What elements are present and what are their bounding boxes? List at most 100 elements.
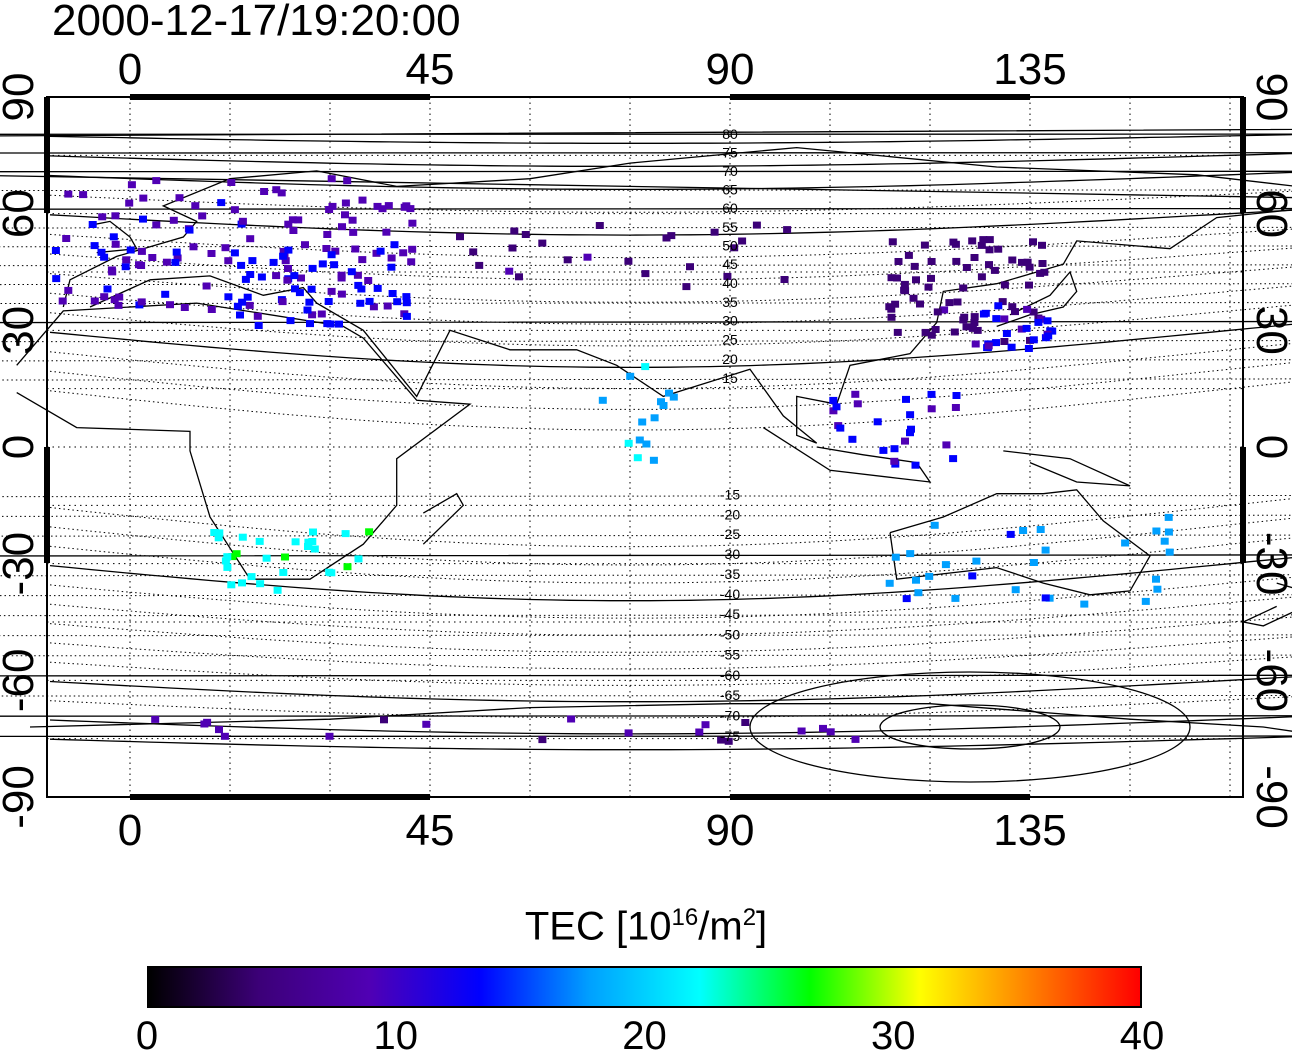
tec-point [228, 553, 237, 561]
mlat-label: -60 [720, 667, 740, 683]
tec-point [912, 276, 920, 284]
tec-point [402, 299, 411, 307]
tec-point [538, 736, 547, 744]
colorbar-title-exponent2: 2 [742, 904, 757, 931]
mlat-label: 60 [722, 200, 738, 216]
tec-point [624, 729, 633, 737]
mlat-label: 55 [722, 219, 738, 235]
south-pole-outer-oval [749, 671, 1191, 783]
tec-point [180, 304, 189, 311]
mlat-label: 30 [722, 313, 738, 329]
magnetic-latitude-labels: 80 75 70 65 60 55 50 45 40 35 30 25 20 15 -15 -20 -25 -30… [720, 126, 740, 744]
tec-point [900, 286, 909, 294]
tec-point [110, 296, 119, 304]
tec-point [1006, 530, 1015, 538]
lon-tick-label-bottom: 45 [406, 806, 455, 855]
tec-point [1080, 600, 1089, 608]
coastline [62, 146, 1292, 444]
tec-point [220, 732, 229, 740]
tec-point [237, 261, 246, 269]
tec-point [365, 528, 374, 536]
frame-bar-bottom [730, 794, 1030, 800]
mlat-label: -25 [720, 526, 740, 542]
mlat-label: -15 [720, 487, 740, 503]
tec-point [633, 454, 642, 462]
mlat-contour [0, 133, 1292, 144]
tec-point [1044, 332, 1053, 340]
lat-tick-label-right: 0 [1247, 435, 1292, 459]
tec-point [349, 228, 358, 236]
tec-point [665, 389, 673, 397]
tec-point [1023, 258, 1032, 266]
tec-point [290, 272, 299, 280]
tec-point [380, 716, 388, 724]
tec-point [927, 258, 936, 265]
tec-point [1002, 330, 1011, 337]
tec-point [121, 263, 130, 271]
tec-point [885, 579, 894, 587]
colorbar-tick-label: 30 [871, 1014, 916, 1058]
tec-point [169, 216, 178, 224]
mlat-label: 20 [722, 351, 738, 367]
lat-tick-label-left: 0 [0, 435, 43, 459]
tec-point [337, 290, 346, 298]
tec-point [387, 254, 396, 262]
tec-point [994, 245, 1003, 253]
tec-point [992, 339, 1000, 347]
mlat-contour [0, 378, 1292, 431]
tec-point [508, 244, 517, 252]
tec-point [318, 260, 327, 268]
tec-point [848, 435, 857, 443]
lat-tick-label-left: -60 [0, 649, 43, 713]
tec-point [365, 297, 374, 305]
tec-point [914, 589, 923, 597]
tec-point [1041, 594, 1050, 602]
tec-point [469, 248, 478, 256]
tec-point [1008, 256, 1017, 264]
tec-point [327, 251, 336, 259]
tec-map: 0045459090135135180180-135-135-90-90-45-… [0, 45, 1292, 855]
colorbar-title-unit: /m [698, 904, 743, 949]
tec-point [297, 274, 305, 282]
tec-point [58, 297, 67, 305]
tec-point [701, 721, 710, 729]
tec-point [959, 284, 968, 292]
tec-point [890, 445, 899, 453]
tec-point [317, 310, 326, 318]
tec-point [686, 263, 694, 271]
tec-point [301, 241, 309, 249]
tec-point [1025, 281, 1033, 289]
tec-point [107, 266, 116, 274]
tec-point [223, 563, 232, 571]
tec-point [910, 262, 919, 270]
tec-point [330, 261, 339, 269]
tec-point [1029, 559, 1038, 566]
tec-point [649, 456, 658, 464]
tec-point [994, 302, 1003, 310]
tec-point [1000, 338, 1009, 345]
tec-point [308, 311, 317, 319]
tec-point [1000, 281, 1009, 289]
lat-tick-label-left: -90 [0, 765, 43, 829]
frame-bars [44, 94, 1246, 800]
tec-point [927, 274, 935, 282]
mlat-contour [0, 694, 1292, 719]
tec-point [284, 246, 293, 254]
mlat-contour [0, 534, 1292, 584]
lat-tick-label-right: -90 [1247, 765, 1292, 829]
mlat-label: -55 [720, 647, 740, 663]
tec-point [1121, 539, 1130, 547]
tec-point [257, 273, 266, 281]
tec-point [215, 529, 224, 537]
frame-bar-right [1240, 447, 1246, 563]
tec-point [941, 561, 950, 569]
tec-point [337, 274, 346, 282]
tec-point [322, 245, 331, 252]
tec-point [175, 194, 184, 202]
tec-point [977, 273, 986, 281]
tec-point [887, 305, 896, 313]
tec-point [829, 407, 838, 415]
tec-point [893, 328, 902, 336]
tec-point [724, 737, 733, 745]
lon-tick-label-bottom: 90 [706, 806, 755, 855]
